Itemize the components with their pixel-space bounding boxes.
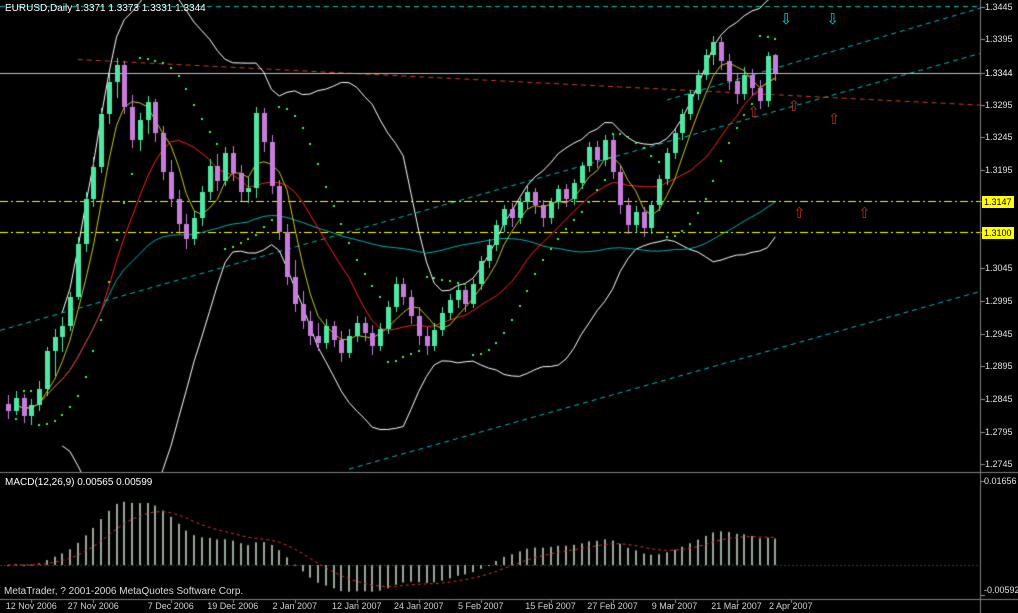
price-axis-label: 1.3344 [985, 67, 1013, 78]
date-axis-label: 27 Feb 2007 [587, 601, 638, 611]
up-arrow-annotation[interactable]: ⇧ [827, 109, 841, 128]
date-axis-label: 7 Dec 2006 [147, 601, 194, 611]
date-axis-label: 15 Feb 2007 [525, 601, 576, 611]
macd-indicator-label: MACD(12,26,9) 0.00565 0.00599 [5, 477, 153, 488]
date-axis-label: 2 Apr 2007 [768, 601, 813, 611]
hline-price-tag: 1.3147 [982, 196, 1014, 209]
up-arrow-annotation[interactable]: ⇧ [787, 96, 801, 115]
up-arrow-annotation[interactable]: ⇧ [793, 203, 806, 222]
price-axis-label: 1.3445 [985, 1, 1013, 12]
down-arrow-annotation[interactable]: ⇩ [826, 10, 839, 29]
price-axis-label: 1.2895 [985, 361, 1013, 372]
date-axis-label: 21 Mar 2007 [711, 601, 762, 611]
date-axis-label: 24 Jan 2007 [393, 601, 444, 611]
date-axis-label: 12 Nov 2006 [5, 601, 57, 611]
up-arrow-annotation[interactable]: ⇧ [858, 203, 871, 222]
price-axis-label: 1.3045 [985, 263, 1013, 274]
copyright-text: MetaTrader, ? 2001-2006 MetaQuotes Softw… [4, 586, 244, 597]
price-axis-label: 1.3295 [985, 99, 1013, 110]
date-axis-label: 5 Feb 2007 [457, 601, 504, 611]
date-axis-label: 27 Nov 2006 [67, 601, 119, 611]
date-axis-label: 2 Jan 2007 [272, 601, 318, 611]
hline-price-tag: 1.3100 [982, 227, 1014, 240]
date-axis-label: 12 Jan 2007 [331, 601, 382, 611]
price-axis-label: 1.3245 [985, 132, 1013, 143]
price-axis-label: 1.3395 [985, 34, 1013, 45]
price-axis-label: 1.2745 [985, 459, 1013, 470]
down-arrow-annotation[interactable]: ⇩ [779, 10, 793, 29]
date-axis-label: 19 Dec 2006 [207, 601, 259, 611]
price-axis-label: 1.2945 [985, 328, 1013, 339]
symbol-ohlc-header: EURUSD,Daily 1.3371 1.3373 1.3331 1.3344 [5, 3, 206, 14]
macd-axis-label: 0.01656 [984, 476, 1017, 487]
macd-axis-label: -0.00592 [984, 585, 1018, 595]
price-axis-label: 1.2845 [985, 394, 1013, 405]
up-arrow-annotation[interactable]: ⇧ [747, 103, 760, 122]
date-axis-label: 9 Mar 2007 [651, 601, 698, 611]
price-axis-label: 1.2795 [985, 426, 1013, 437]
price-axis-label: 1.2995 [985, 295, 1013, 306]
price-axis-label: 1.3195 [985, 165, 1013, 176]
